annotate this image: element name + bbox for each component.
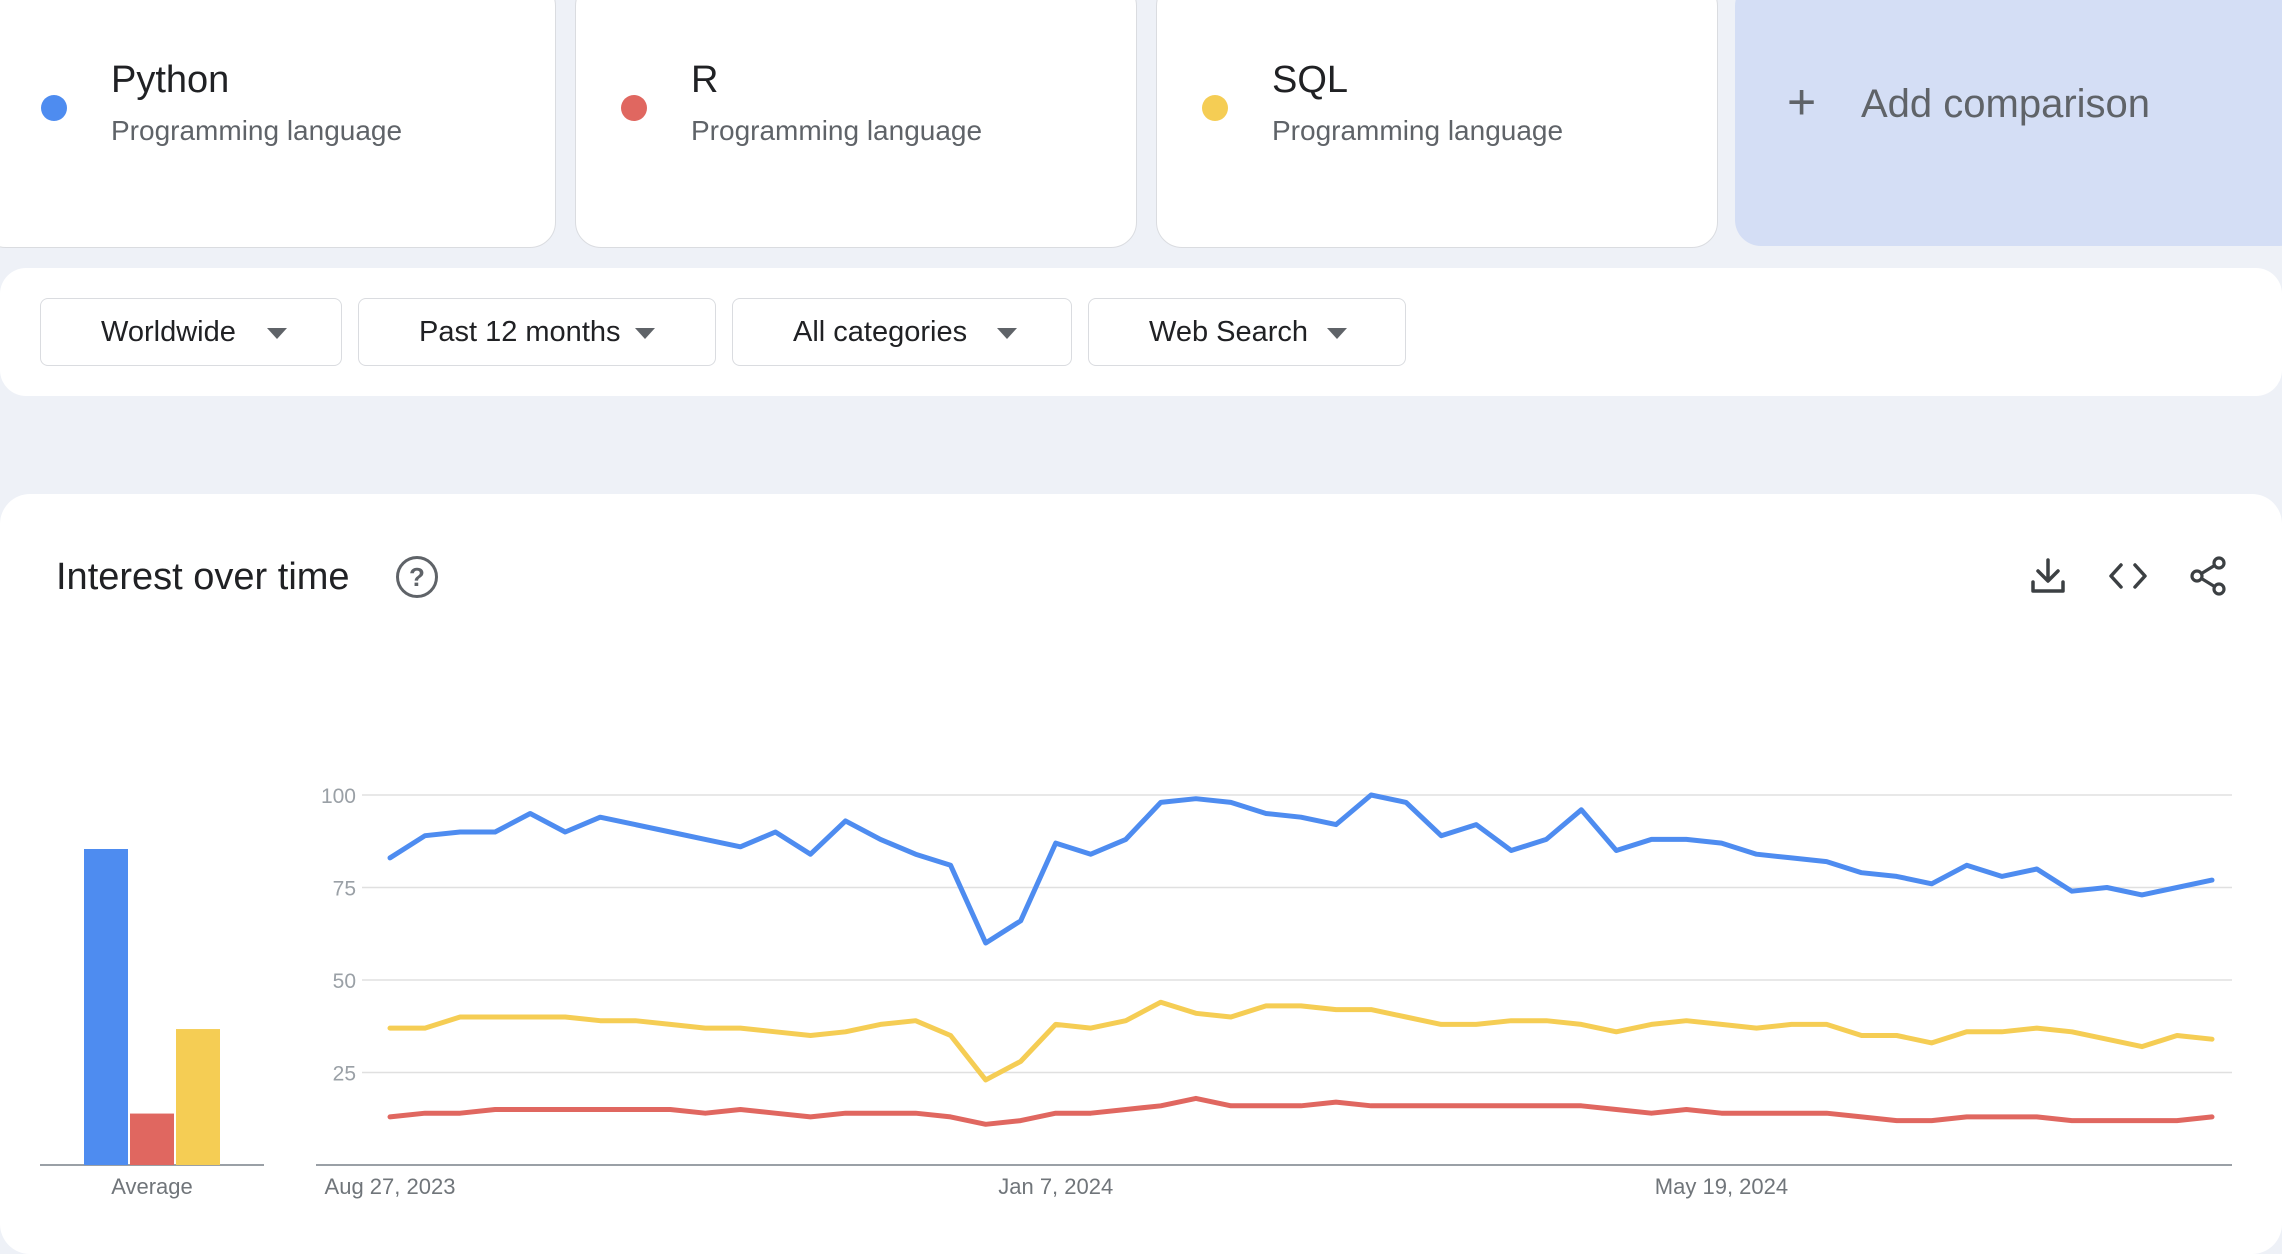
term-name: SQL — [1272, 59, 1349, 101]
term-card-r[interactable]: R Programming language — [575, 0, 1137, 248]
add-comparison-button[interactable]: + Add comparison — [1735, 0, 2282, 246]
caret-down-icon — [997, 328, 1017, 339]
category-dropdown[interactable]: All categories — [732, 298, 1072, 366]
average-label: Average — [111, 1174, 193, 1199]
term-card-sql[interactable]: SQL Programming language — [1156, 0, 1718, 248]
term-name: R — [691, 59, 719, 101]
panel-title: Interest over time — [56, 556, 350, 598]
category-value: All categories — [793, 316, 968, 348]
x-tick-label: Aug 27, 2023 — [325, 1174, 456, 1199]
python-color-dot — [41, 95, 67, 121]
search-type-dropdown[interactable]: Web Search — [1088, 298, 1406, 366]
term-name: Python — [111, 59, 230, 101]
series-line-r — [387, 1095, 2215, 1127]
term-type: Programming language — [111, 115, 403, 146]
term-type: Programming language — [1272, 115, 1564, 146]
download-icon[interactable] — [2026, 554, 2070, 598]
average-bar-python — [84, 849, 128, 1165]
y-tick-label: 25 — [333, 1063, 356, 1086]
filter-bar: Worldwide Past 12 months All categories … — [0, 268, 2282, 396]
caret-down-icon — [635, 328, 655, 339]
r-color-dot — [621, 95, 647, 121]
region-value: Worldwide — [101, 316, 236, 348]
y-tick-label: 100 — [321, 785, 356, 808]
y-tick-label: 50 — [333, 970, 356, 993]
help-circle-icon[interactable]: ? — [396, 556, 438, 598]
term-type: Programming language — [691, 115, 983, 146]
term-card-python[interactable]: Python Programming language — [0, 0, 556, 248]
plus-icon: + — [1787, 74, 1817, 130]
series-line-python — [387, 792, 2215, 946]
y-tick-label: 75 — [333, 878, 356, 901]
search-type-value: Web Search — [1149, 316, 1309, 348]
embed-code-icon[interactable] — [2106, 554, 2150, 598]
add-comparison-label: Add comparison — [1861, 82, 2151, 126]
x-tick-label: May 19, 2024 — [1655, 1174, 1788, 1199]
share-icon[interactable] — [2186, 554, 2230, 598]
sql-color-dot — [1202, 95, 1228, 121]
region-dropdown[interactable]: Worldwide — [40, 298, 342, 366]
interest-over-time-panel: Interest over time ? — [0, 494, 2282, 1254]
series-line-sql — [387, 999, 2215, 1083]
time-range-dropdown[interactable]: Past 12 months — [358, 298, 716, 366]
time-range-value: Past 12 months — [419, 316, 621, 348]
average-bar-sql — [176, 1029, 220, 1165]
x-tick-label: Jan 7, 2024 — [998, 1174, 1113, 1199]
caret-down-icon — [267, 328, 287, 339]
average-bar-r — [130, 1113, 174, 1165]
caret-down-icon — [1327, 328, 1347, 339]
